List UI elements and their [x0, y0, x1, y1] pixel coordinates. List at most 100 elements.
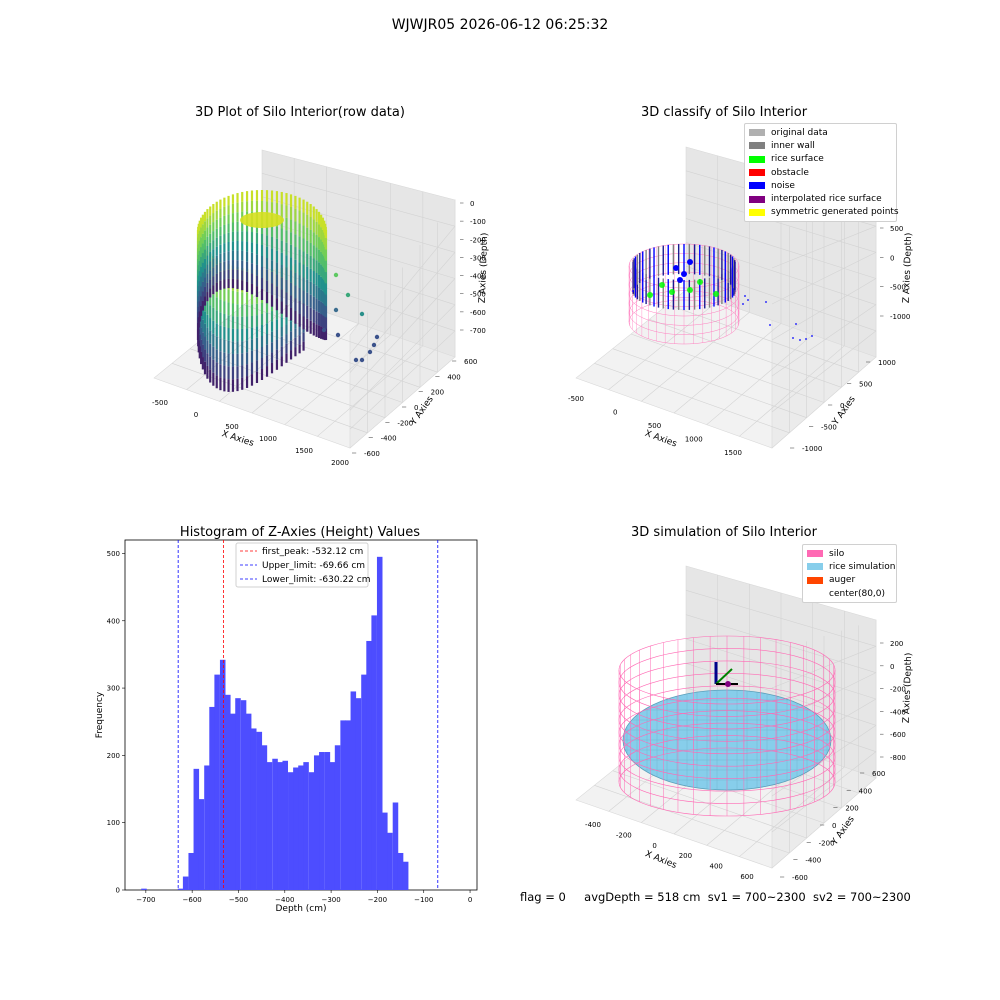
- histogram-bar: [308, 772, 315, 890]
- raw-z-tick--100: -100: [470, 218, 486, 226]
- histogram-bar: [193, 768, 200, 890]
- cls-z-tick-0: 0: [890, 254, 894, 262]
- raw-scatter-point: [359, 311, 365, 317]
- raw-z-tick-0: 0: [470, 200, 474, 208]
- legend-label: rice simulation: [829, 561, 896, 572]
- classify-noise-cluster: [681, 271, 687, 277]
- classify-noise-point: [765, 301, 767, 303]
- histogram-bar: [334, 745, 341, 890]
- raw-x-tick-500: 500: [225, 423, 238, 431]
- cls-y-tick--1000: -1000: [802, 445, 822, 453]
- raw-x-tick-1000: 1000: [259, 435, 277, 443]
- cls-y-tick-500: 500: [859, 381, 872, 389]
- histogram-x-tick-label: −200: [368, 896, 387, 904]
- histogram-bar: [371, 615, 377, 890]
- histogram-bar: [245, 713, 252, 890]
- classify-noise-point: [799, 339, 801, 341]
- raw-scatter-point: [367, 349, 373, 355]
- sim-z-tick-0: 0: [890, 663, 894, 671]
- histogram-bar: [382, 812, 388, 890]
- classify-noise-point: [742, 303, 744, 305]
- histogram-y-tick-label: 500: [107, 550, 120, 558]
- histogram-bar: [282, 760, 289, 890]
- center-axes-marker: [714, 662, 738, 687]
- classify-noise-point: [769, 324, 771, 326]
- histogram-reference-lines: [177, 540, 439, 890]
- histogram-bar: [277, 762, 283, 890]
- histogram-bar: [182, 876, 189, 890]
- grid-line: [739, 345, 845, 437]
- histogram-legend: first_peak: -532.12 cm Upper_limit: -69.…: [235, 542, 370, 588]
- raw-y-tick--400: -400: [381, 435, 397, 443]
- sim-z-tick--200: -200: [890, 686, 906, 694]
- classify-legend: original data inner wall rice surface obsta…: [744, 123, 899, 223]
- classify-rice-surface-point: [647, 292, 653, 298]
- sim-y-tick-400: 400: [859, 787, 872, 795]
- sv1-text: sv1 = 700~2300: [707, 890, 806, 904]
- legend-item: symmetric generated points: [749, 206, 899, 219]
- sim-x-tick-0: 0: [652, 842, 656, 850]
- histogram-bar: [329, 762, 336, 890]
- raw-y-tick-600: 600: [464, 358, 477, 366]
- raw-scatter-point: [371, 342, 377, 348]
- cls-x-tick-0: 0: [613, 409, 617, 417]
- histogram-bar: [177, 888, 184, 890]
- histogram-bar: [141, 888, 147, 890]
- histogram-bar: [340, 720, 346, 890]
- legend-label: symmetric generated points: [771, 207, 899, 218]
- raw-scatter-point: [321, 327, 327, 333]
- histogram-y-tick-label: 100: [107, 819, 120, 827]
- cls-z-tick--500: -500: [890, 284, 906, 292]
- classify-y-tick-labels: -1000 -500 0 500 1000: [790, 359, 896, 453]
- cls-z-tick-500: 500: [890, 225, 903, 233]
- histogram-bar: [293, 767, 299, 890]
- histogram-y-tick-label: 400: [107, 617, 120, 625]
- cls-x-tick-1500: 1500: [724, 449, 742, 457]
- raw-point-cloud: [196, 190, 380, 392]
- legend-item: silo: [807, 547, 892, 560]
- legend-swatch: [749, 195, 765, 203]
- sim-z-tick-200: 200: [890, 640, 903, 648]
- classify-noise-cluster: [673, 265, 679, 271]
- legend-label: inner wall: [771, 140, 815, 151]
- histogram-y-axis-label: Frequency: [95, 691, 105, 738]
- simulation-z-axis-label: Z Axies (Depth): [902, 653, 914, 724]
- raw-scatter-point: [333, 307, 339, 313]
- raw-scatter-point: [359, 357, 365, 363]
- grid-line: [771, 225, 877, 269]
- simulation-y-axis-label: Y Axies: [829, 814, 857, 847]
- histogram-bar: [230, 713, 236, 890]
- classify-plot-title: 3D classify of Silo Interior: [641, 105, 808, 120]
- raw-z-tick--700: -700: [470, 327, 486, 335]
- classify-noise-point: [811, 335, 813, 337]
- sim-z-tick--600: -600: [890, 731, 906, 739]
- histogram-x-tick-label: −700: [136, 896, 155, 904]
- raw-y-tick-200: 200: [431, 389, 444, 397]
- classify-noise-cluster: [687, 259, 693, 265]
- histogram-y-tick-label: 0: [116, 887, 120, 895]
- sim-x-tick--400: -400: [585, 821, 601, 829]
- raw-z-tick--600: -600: [470, 309, 486, 317]
- sv2-text: sv2 = 700~2300: [812, 890, 911, 904]
- histogram-bar: [219, 659, 226, 890]
- sim-y-tick-200: 200: [845, 805, 858, 813]
- legend-label: auger: [829, 575, 856, 586]
- histogram-bars: [141, 556, 409, 890]
- legend-label: silo: [829, 548, 845, 559]
- legend-swatch: [807, 576, 823, 584]
- legend-swatch: [807, 590, 823, 597]
- raw-scatter-point: [333, 272, 339, 278]
- histogram-bar: [350, 691, 357, 890]
- histogram-bar: [324, 752, 331, 890]
- legend-label: noise: [771, 180, 795, 191]
- legend-swatch: [749, 129, 765, 137]
- classify-noise-point: [744, 295, 746, 297]
- cls-x-tick--500: -500: [568, 395, 584, 403]
- histogram-bar: [366, 640, 372, 890]
- classify-point-cloud: [628, 243, 813, 345]
- classify-rice-surface-point: [713, 291, 719, 297]
- histogram-bar: [345, 720, 351, 890]
- raw-z-tick--200: -200: [470, 236, 486, 244]
- raw-y-tick--200: -200: [397, 419, 413, 427]
